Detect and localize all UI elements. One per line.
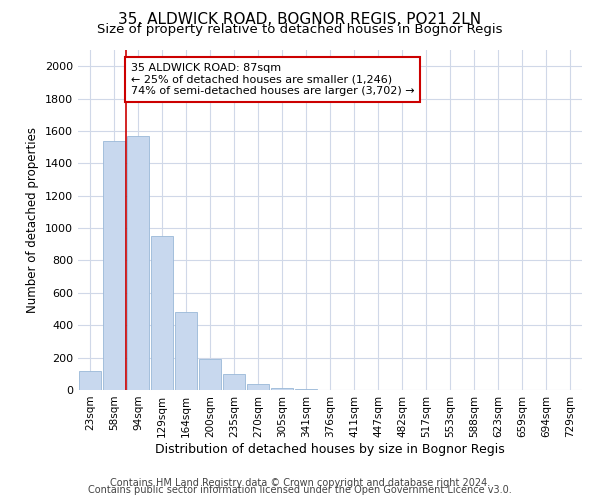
Bar [79,370,101,390]
Bar [103,140,125,390]
Bar [175,312,197,390]
Bar [199,359,221,390]
Bar [271,388,293,390]
Text: Size of property relative to detached houses in Bognor Regis: Size of property relative to detached ho… [97,22,503,36]
Y-axis label: Number of detached properties: Number of detached properties [26,127,40,313]
Bar [127,136,149,390]
Bar [295,389,317,390]
Bar [247,384,269,390]
Bar [223,374,245,390]
Text: 35, ALDWICK ROAD, BOGNOR REGIS, PO21 2LN: 35, ALDWICK ROAD, BOGNOR REGIS, PO21 2LN [118,12,482,28]
X-axis label: Distribution of detached houses by size in Bognor Regis: Distribution of detached houses by size … [155,442,505,456]
Text: Contains HM Land Registry data © Crown copyright and database right 2024.: Contains HM Land Registry data © Crown c… [110,478,490,488]
Bar [151,236,173,390]
Text: Contains public sector information licensed under the Open Government Licence v3: Contains public sector information licen… [88,485,512,495]
Text: 35 ALDWICK ROAD: 87sqm
← 25% of detached houses are smaller (1,246)
74% of semi-: 35 ALDWICK ROAD: 87sqm ← 25% of detached… [131,63,415,96]
